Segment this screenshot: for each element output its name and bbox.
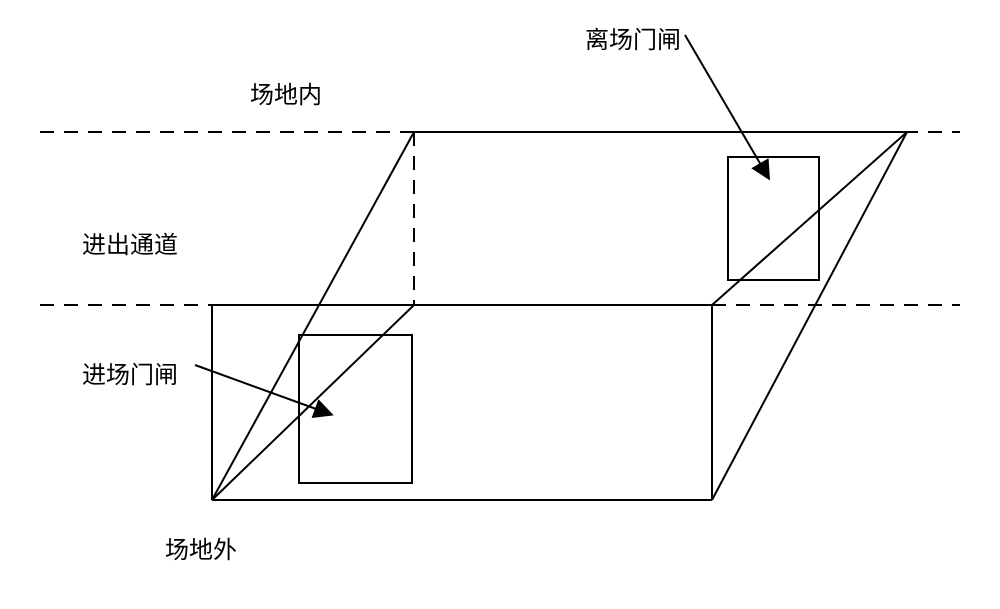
label-passage: 进出通道 xyxy=(82,225,178,260)
label-exit-gate: 离场门闸 xyxy=(585,20,681,55)
box-solid-edges xyxy=(212,132,907,500)
boundary-dashed-lines xyxy=(40,132,960,305)
diagram-svg xyxy=(0,0,1000,609)
label-entry-gate: 进场门闸 xyxy=(82,355,178,390)
label-outside-area: 场地外 xyxy=(165,530,237,565)
gate-rects xyxy=(299,157,819,483)
label-inside-area: 场地内 xyxy=(250,75,322,110)
